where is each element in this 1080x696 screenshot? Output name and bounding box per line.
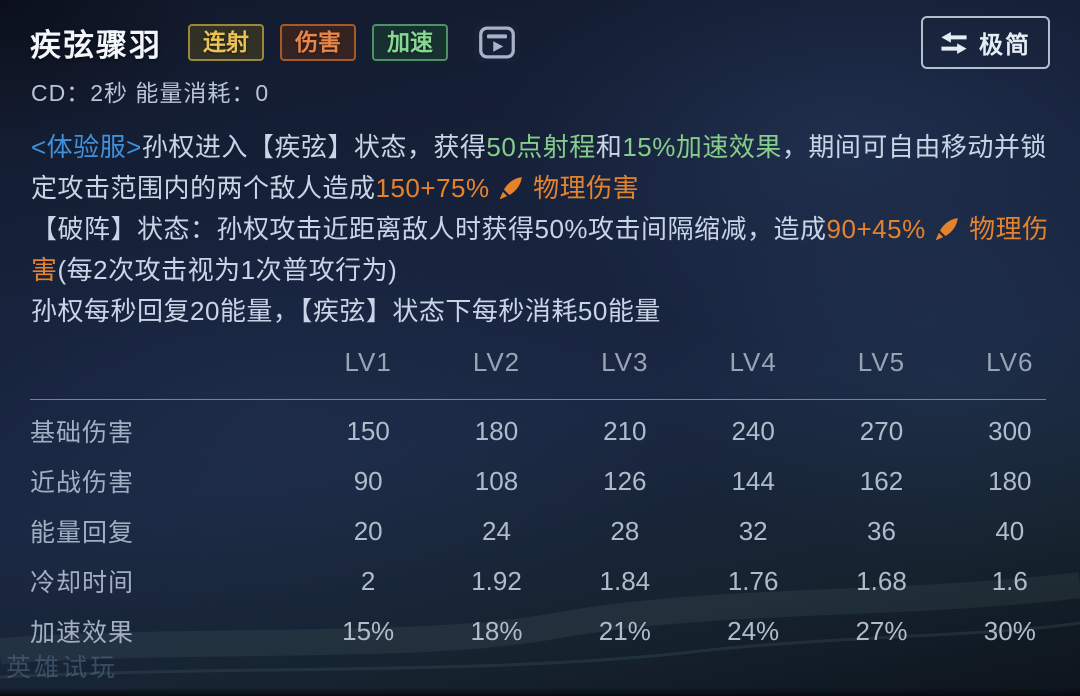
text-segment: <体验服> [31, 132, 142, 162]
table-row: 加速效果 15% 18% 21% 24% 27% 30% [30, 606, 1074, 656]
stat-row-label: 近战伤害 [30, 469, 135, 497]
table-rows: 基础伤害 150 180 210 240 270 300 近战伤害 90 108 126 144 162… [30, 406, 1074, 656]
background-landscape-art [0, 572, 1080, 679]
simple-mode-button[interactable]: 极简 [921, 16, 1050, 69]
stat-row-values: 2 1.92 1.84 1.76 1.68 1.6 [304, 566, 1074, 597]
skill-tag-orange: 伤害 [280, 23, 356, 62]
stat-cell: 270 [859, 415, 904, 446]
text-segment: ，期间可自由移动并锁 [781, 132, 1047, 162]
text-segment: 【破阵】状态：孙权攻击近距离敌人时获得50%攻击间隔缩减，造成 [31, 214, 827, 244]
text-segment: 150+75% [375, 173, 490, 203]
watermark: 英雄试玩 [6, 654, 119, 682]
skill-description: <体验服>孙权进入【疾弦】状态，获得50点射程和15%加速效果，期间可自由移动并… [31, 127, 1048, 332]
swap-arrows-icon [941, 31, 967, 54]
description-line: 定攻击范围内的两个敌人造成150+75% 物理伤害 [31, 168, 1043, 209]
stat-cell: 300 [988, 415, 1032, 446]
stat-row-values: 20 24 28 32 36 40 [304, 516, 1074, 547]
text-segment: 15%加速效果 [622, 132, 782, 162]
skill-tag-green: 加速 [372, 23, 448, 62]
stat-cell: 144 [731, 465, 775, 496]
stat-cell: 126 [603, 465, 647, 496]
stat-cell: 15% [342, 615, 395, 646]
text-segment: (每2次攻击视为1次普攻行为) [57, 255, 398, 285]
level-stats-table: LV1 LV2 LV3 LV4 LV5 LV6 基础伤害 150 180 210 240 270 30… [30, 344, 1074, 664]
physical-damage-dart-icon [490, 173, 533, 203]
bottom-edge-bar [0, 689, 1080, 696]
skill-tags: 连射 伤害 加速 [188, 23, 448, 62]
text-segment: 90+45% [826, 214, 926, 244]
stat-cell: 180 [988, 465, 1032, 496]
stat-cell: 90 [353, 465, 383, 496]
cooldown-cost-line: CD：2秒 能量消耗：0 [31, 80, 270, 106]
stat-cell: 20 [353, 515, 383, 546]
stat-cell: 162 [859, 465, 904, 496]
stat-cell: 36 [867, 515, 896, 546]
table-row: 近战伤害 90 108 126 144 162 180 [30, 456, 1074, 506]
stat-cell: 1.6 [991, 565, 1028, 596]
stat-cell: 1.68 [856, 565, 907, 596]
level-headers: LV1 LV2 LV3 LV4 LV5 LV6 [304, 344, 1074, 380]
stat-cell: 32 [738, 515, 768, 546]
skill-tag-gold: 连射 [188, 23, 264, 62]
stat-cell: 24 [482, 515, 511, 546]
stat-cell: 27% [855, 615, 908, 646]
stat-cell: 18% [470, 615, 523, 646]
stat-cell: 24% [727, 615, 780, 646]
stat-cell: 1.92 [471, 565, 522, 596]
text-segment: 孙权进入【疾弦】状态，获得 [141, 132, 487, 162]
table-row: 能量回复 20 24 28 32 36 40 [30, 506, 1074, 556]
text-segment: 物理伤 [969, 214, 1049, 244]
description-line: <体验服>孙权进入【疾弦】状态，获得50点射程和15%加速效果，期间可自由移动并… [31, 127, 1046, 168]
stat-cell: 30% [983, 615, 1036, 646]
text-segment: 孙权每秒回复20能量，【疾弦】状态下每秒消耗50能量 [31, 296, 661, 326]
text-segment: 害 [31, 255, 58, 285]
physical-damage-dart-icon [926, 214, 969, 244]
stat-row-label: 能量回复 [30, 519, 135, 547]
table-divider [30, 399, 1046, 400]
table-row: 冷却时间 2 1.92 1.84 1.76 1.68 1.6 [30, 556, 1074, 606]
stat-cell: 28 [610, 515, 640, 546]
table-header-row: LV1 LV2 LV3 LV4 LV5 LV6 [30, 344, 1074, 380]
description-line: 【破阵】状态：孙权攻击近距离敌人时获得50%攻击间隔缩减，造成90+45% 物理… [31, 209, 1048, 250]
level-header-cell: LV2 [472, 347, 521, 377]
skill-header: 疾弦骤羽 连射 伤害 加速 [30, 20, 520, 65]
simple-mode-label: 极简 [979, 32, 1031, 59]
header-row-spacer [30, 344, 304, 380]
text-segment: 定攻击范围内的两个敌人造成 [31, 173, 376, 203]
video-play-icon [479, 26, 515, 59]
skill-name: 疾弦骤羽 [30, 28, 162, 63]
table-row: 基础伤害 150 180 210 240 270 300 [30, 406, 1074, 456]
stat-cell: 108 [474, 465, 519, 496]
stat-row-values: 150 180 210 240 270 300 [304, 416, 1074, 447]
stat-cell: 40 [995, 515, 1025, 546]
description-line: 害(每2次攻击视为1次普攻行为) [31, 250, 1043, 291]
stat-cell: 240 [731, 415, 775, 446]
text-segment: 50点射程 [486, 132, 596, 162]
stat-row-label: 冷却时间 [30, 569, 135, 597]
skill-video-button[interactable] [474, 23, 520, 62]
stat-cell: 1.76 [727, 565, 779, 596]
stat-row-values: 15% 18% 21% 24% 27% 30% [304, 616, 1074, 647]
level-header-cell: LV1 [344, 347, 392, 377]
stat-cell: 180 [474, 415, 519, 446]
text-segment: 和 [595, 132, 623, 162]
stat-cell: 2 [360, 565, 376, 596]
level-header-cell: LV3 [601, 347, 649, 377]
description-line: 孙权每秒回复20能量，【疾弦】状态下每秒消耗50能量 [31, 291, 1043, 332]
stat-cell: 21% [598, 615, 651, 646]
level-header-cell: LV6 [986, 347, 1034, 377]
level-header-cell: LV5 [857, 347, 906, 377]
stat-row-values: 90 108 126 144 162 180 [304, 466, 1074, 497]
stat-cell: 210 [603, 415, 647, 446]
stat-row-label: 加速效果 [30, 619, 135, 647]
stat-row-label: 基础伤害 [30, 419, 135, 447]
text-segment: 物理伤害 [533, 173, 640, 203]
level-header-cell: LV4 [729, 347, 777, 377]
stat-cell: 150 [346, 415, 390, 446]
stat-cell: 1.84 [599, 565, 651, 596]
